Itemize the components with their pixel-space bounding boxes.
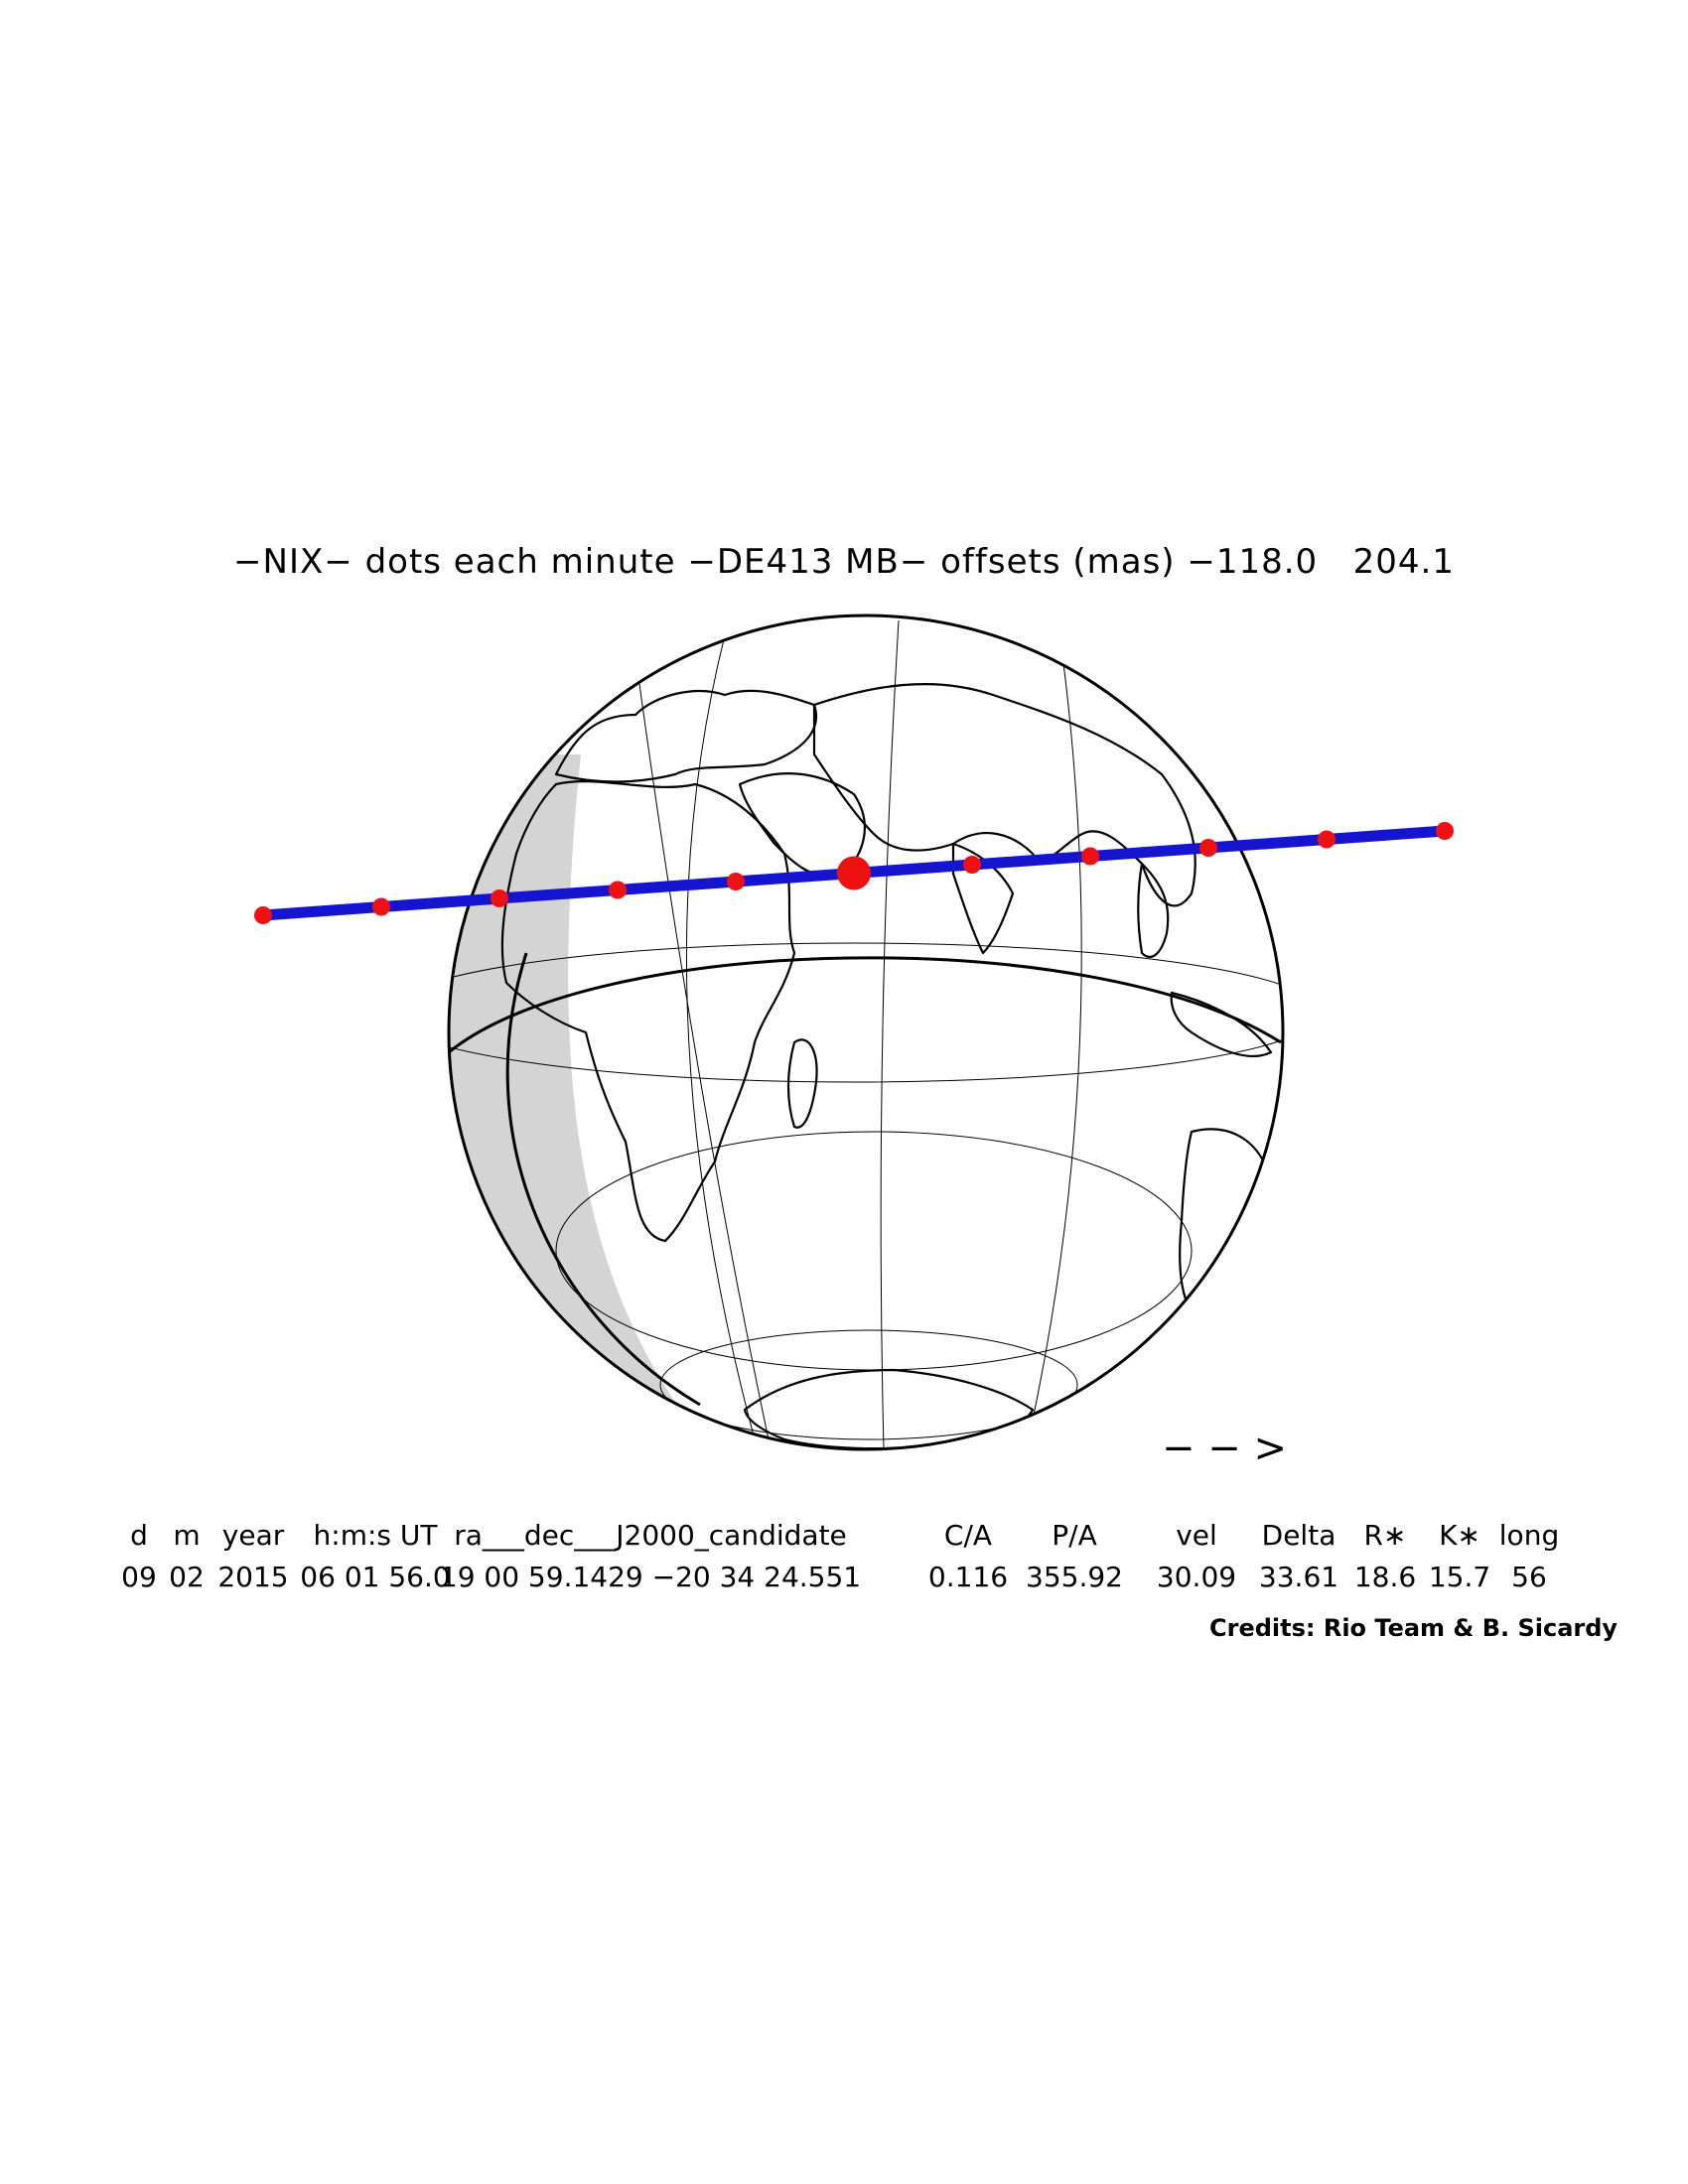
meridian-line: [880, 619, 900, 1449]
shadow-limit-north: [449, 956, 1282, 1054]
table-header-cell: vel: [1176, 1519, 1217, 1552]
table-value-cell: 355.92: [1026, 1561, 1123, 1593]
table-value-cell: 09: [121, 1561, 157, 1593]
track-dot: [1318, 830, 1336, 849]
graticule: [449, 619, 1283, 1449]
table-value-cell: 30.09: [1156, 1561, 1237, 1593]
table-header-cell: long: [1498, 1519, 1560, 1552]
table-value-cell: 02: [169, 1561, 205, 1593]
table-value-cell: 15.7: [1428, 1561, 1491, 1593]
track-dot: [963, 856, 981, 874]
shadow-limits: [449, 952, 1282, 1407]
madagascar-outline: [786, 1038, 818, 1129]
antarctic-circle: [659, 1329, 1078, 1440]
table-header-cell: K∗: [1439, 1519, 1480, 1552]
indonesia-outline: [1170, 991, 1273, 1057]
table-value-cell: 33.61: [1258, 1561, 1339, 1593]
indochina-outline: [1137, 862, 1170, 958]
globe-disk: [449, 615, 1283, 1449]
tropic-line: [449, 942, 1283, 1083]
table-value-cell: 18.6: [1353, 1561, 1417, 1593]
meridian-line: [685, 634, 756, 1440]
track-dot: [1081, 847, 1099, 866]
track-dot: [1199, 839, 1217, 857]
table-value-cell: 19 00 59.1429 −20 34 24.551: [439, 1561, 862, 1593]
table-header-cell: m: [173, 1519, 201, 1552]
table-value-cell: 06 01 56.0: [300, 1561, 451, 1593]
table-value-cell: 0.116: [927, 1561, 1009, 1593]
meridian-line: [1032, 654, 1082, 1421]
terminator-line: [505, 952, 701, 1407]
track-dot-central: [837, 856, 871, 890]
track-dot: [372, 897, 390, 916]
track-dot: [609, 881, 627, 899]
table-header-cell: d: [130, 1519, 148, 1552]
table-header-cell: year: [221, 1519, 285, 1552]
table-header-cell: Delta: [1261, 1519, 1336, 1552]
track-dots: [254, 822, 1454, 924]
africa-outline: [500, 780, 796, 1243]
track-dot: [491, 889, 508, 907]
table-header-cell: h:m:s UT: [313, 1519, 438, 1552]
globe-limb: [447, 614, 1285, 1451]
chart-title: −NIX− dots each minute −DE413 MB− offset…: [233, 542, 1455, 582]
credits: Credits: Rio Team & B. Sicardy: [1209, 1614, 1618, 1642]
table-header-cell: R∗: [1363, 1519, 1407, 1552]
track-dot: [254, 906, 272, 924]
table-header-cell: ra___dec___J2000_candidate: [454, 1519, 847, 1552]
table-header-cell: P/A: [1052, 1519, 1097, 1552]
table-header-cell: C/A: [943, 1519, 993, 1552]
table-value-cell: 2015: [217, 1561, 289, 1593]
table-value-cell: 56: [1511, 1561, 1547, 1593]
track-dot: [727, 873, 745, 890]
track-dot: [1436, 822, 1454, 840]
night-shading: [449, 754, 866, 1449]
direction-arrow: − − >: [1162, 1426, 1287, 1471]
